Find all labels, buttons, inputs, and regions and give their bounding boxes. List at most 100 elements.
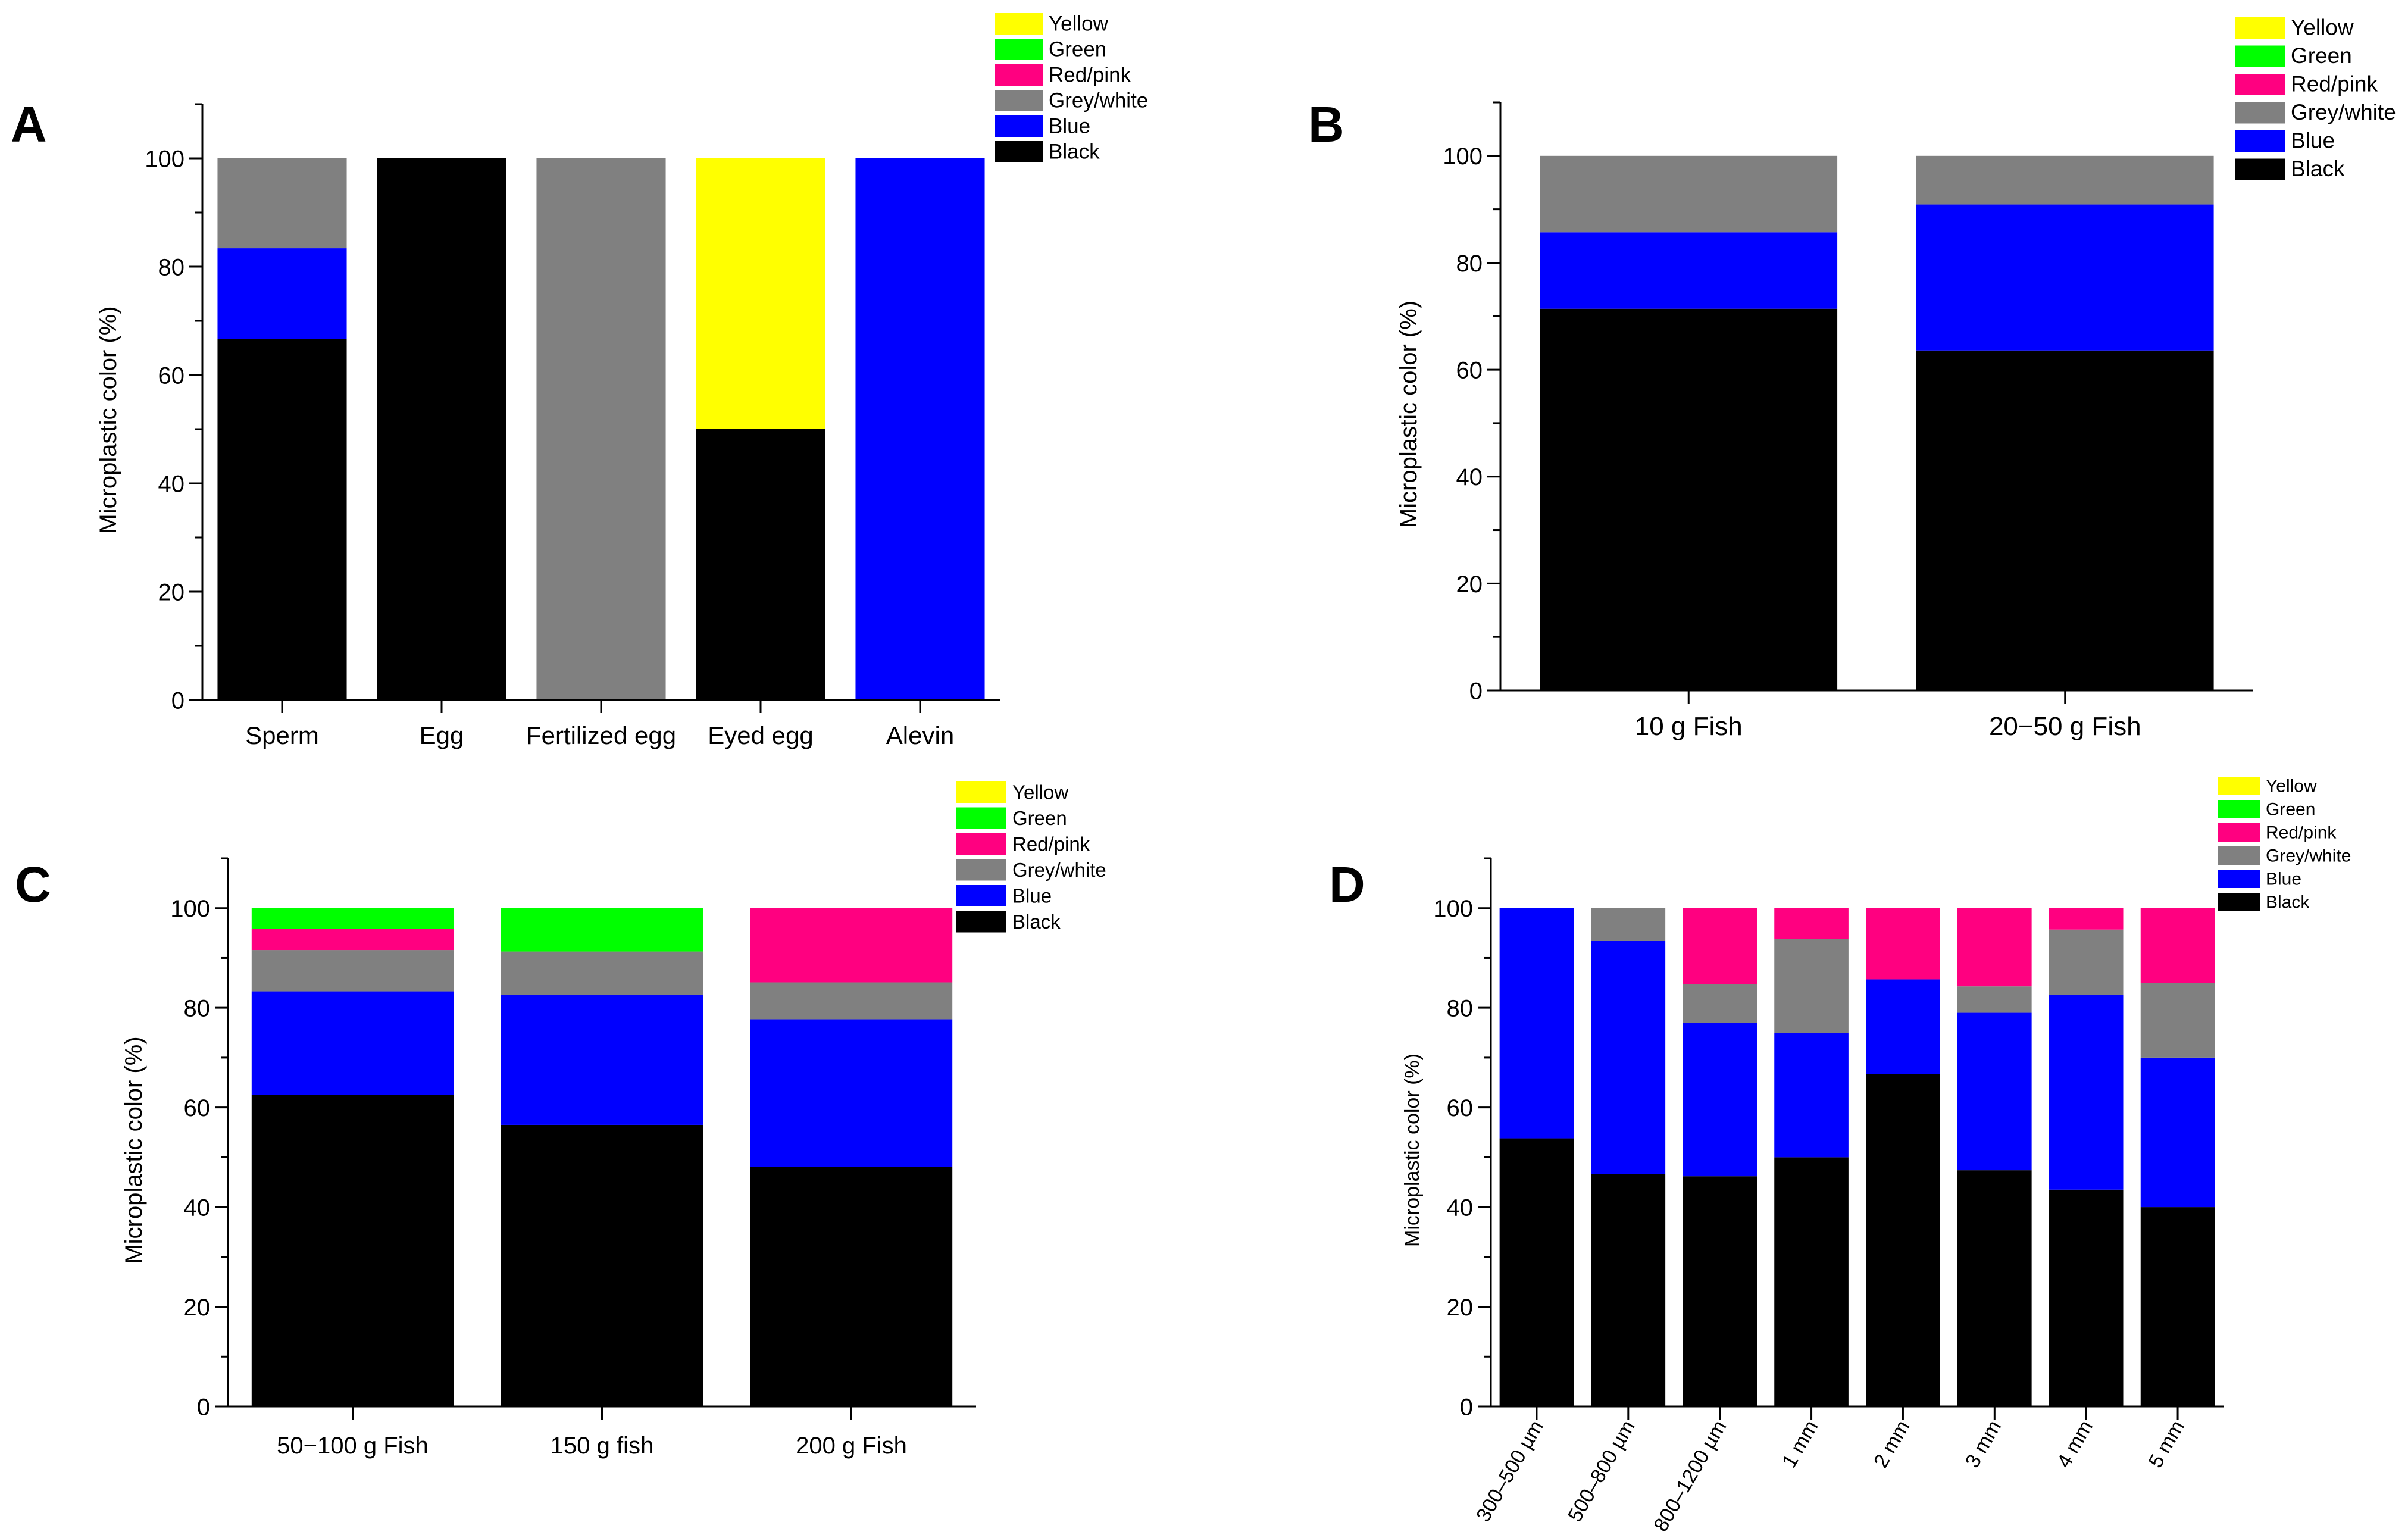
legend-swatch-yellow <box>2218 777 2260 795</box>
legend-label: Red/pink <box>2266 823 2337 842</box>
bar-segment-black-2 <box>501 1124 703 1406</box>
bar-segment-yellow-4 <box>696 158 825 429</box>
x-tick-label: 50−100 g Fish <box>277 1433 429 1459</box>
legend-label: Red/pink <box>2291 72 2378 96</box>
y-axis-label: Microplastic color (%) <box>1401 1054 1424 1247</box>
y-tick-label: 0 <box>1469 678 1483 704</box>
y-tick-label: 80 <box>158 254 185 280</box>
bar-segment-red-pink-1 <box>251 929 454 951</box>
legend-swatch-black <box>2235 158 2285 180</box>
panel-d: D 0 20 40 60 80 100 Microplastic color (%) 300–5… <box>1329 776 2351 1535</box>
bar-segment-grey-white-2 <box>1591 908 1666 941</box>
legend-swatch-green <box>995 39 1043 60</box>
bar-segment-grey-white-6 <box>1957 986 2032 1013</box>
legend-label: Grey/white <box>1049 89 1148 112</box>
x-tick-label: 800–1200 µm <box>1649 1417 1731 1536</box>
legend-swatch-grey-white <box>2218 846 2260 865</box>
x-tick-label: 200 g Fish <box>796 1433 907 1459</box>
bar-segment-blue-1 <box>251 991 454 1095</box>
bar-segment-grey-white-3 <box>536 158 666 700</box>
legend-label: Grey/white <box>2266 846 2351 865</box>
legend-swatch-yellow <box>956 781 1006 803</box>
y-tick-label: 80 <box>184 996 211 1022</box>
bar-segment-grey-white-2 <box>501 951 703 995</box>
bar-segment-black-4 <box>696 429 825 700</box>
y-tick-label: 60 <box>158 362 185 389</box>
x-tick-label: 150 g fish <box>551 1433 653 1459</box>
bar-segment-blue-3 <box>750 1019 953 1167</box>
y-tick-label: 100 <box>1443 143 1483 170</box>
legend-label: Green <box>1049 38 1106 61</box>
legend-swatch-yellow <box>2235 17 2285 39</box>
y-tick-label: 40 <box>184 1195 211 1221</box>
panel-letter-b: B <box>1308 96 1344 152</box>
x-tick-label: Fertilized egg <box>526 721 676 749</box>
bar-segment-black-7 <box>2049 1189 2124 1406</box>
legend-swatch-black <box>2218 893 2260 911</box>
panel-letter-c: C <box>15 856 51 912</box>
panel-c: C 0 20 40 60 80 100 Microplastic color (%) 50−10… <box>15 781 1106 1459</box>
bar-segment-blue-4 <box>1774 1033 1849 1158</box>
bar-segment-blue-1 <box>1540 232 1838 309</box>
x-tick-label: 3 mm <box>1961 1417 2006 1472</box>
bar-segment-grey-white-8 <box>2140 983 2215 1058</box>
legend-swatch-grey-white <box>995 90 1043 111</box>
panel-b: B 0 20 40 60 80 100 Microplastic color (%) 10 g … <box>1308 15 2396 741</box>
y-tick-label: 100 <box>1433 896 1473 922</box>
y-axis-label: Microplastic color (%) <box>1396 301 1422 528</box>
bar-segment-blue-5 <box>1866 979 1940 1074</box>
y-tick-label: 20 <box>1456 571 1483 598</box>
bar-segment-grey-white-1 <box>1540 155 1838 233</box>
legend-label: Red/pink <box>1012 833 1090 855</box>
bar-segment-red-pink-7 <box>2049 908 2124 930</box>
bar-segment-black-3 <box>1683 1176 1757 1406</box>
legend-label: Black <box>1049 140 1100 164</box>
y-tick-label: 60 <box>1447 1095 1474 1121</box>
bar-segment-grey-white-1 <box>217 158 347 249</box>
bar-segment-black-2 <box>1916 350 2214 690</box>
y-tick-label: 100 <box>145 146 184 172</box>
y-tick-label: 40 <box>158 471 185 497</box>
legend-label: Blue <box>1012 885 1052 907</box>
legend-label: Blue <box>2291 129 2335 153</box>
x-tick-label: 20−50 g Fish <box>1989 712 2141 741</box>
legend-label: Black <box>1012 911 1061 933</box>
y-tick-label: 80 <box>1456 251 1483 277</box>
x-tick-label: 5 mm <box>2144 1417 2189 1472</box>
bar-segment-grey-white-4 <box>1774 939 1849 1033</box>
legend-swatch-red-pink <box>956 833 1006 855</box>
legend-label: Black <box>2266 892 2310 912</box>
x-tick-label: 10 g Fish <box>1635 712 1743 741</box>
x-tick-label: Alevin <box>886 721 954 749</box>
bar-segment-black-6 <box>1957 1170 2032 1406</box>
bar-segment-black-1 <box>1499 1138 1574 1406</box>
bar-segment-black-3 <box>750 1167 953 1406</box>
bar-segment-red-pink-8 <box>2140 908 2215 983</box>
legend-swatch-grey-white <box>956 859 1006 881</box>
legend-swatch-black <box>995 141 1043 162</box>
bar-segment-blue-1 <box>1499 908 1574 1139</box>
bar-segment-black-2 <box>1591 1173 1666 1406</box>
y-axis-label: Microplastic color (%) <box>121 1036 147 1264</box>
y-tick-label: 60 <box>1456 357 1483 383</box>
bar-segment-black-1 <box>251 1095 454 1406</box>
bar-segment-blue-2 <box>1591 940 1666 1174</box>
bar-segment-red-pink-4 <box>1774 908 1849 939</box>
bar-segment-red-pink-6 <box>1957 908 2032 987</box>
x-tick-label: 1 mm <box>1778 1417 1822 1472</box>
legend-swatch-blue <box>995 115 1043 137</box>
legend-swatch-black <box>956 911 1006 933</box>
legend-label: Green <box>2266 799 2315 819</box>
panel-letter-d: D <box>1329 856 1365 912</box>
bar-segment-black-8 <box>2140 1207 2215 1406</box>
bar-segment-grey-white-2 <box>1916 155 2214 205</box>
legend-swatch-green <box>956 807 1006 829</box>
legend-swatch-yellow <box>995 13 1043 35</box>
bar-segment-grey-white-7 <box>2049 929 2124 995</box>
x-tick-label: 300–500 µm <box>1472 1417 1548 1526</box>
bar-segment-black-4 <box>1774 1157 1849 1406</box>
